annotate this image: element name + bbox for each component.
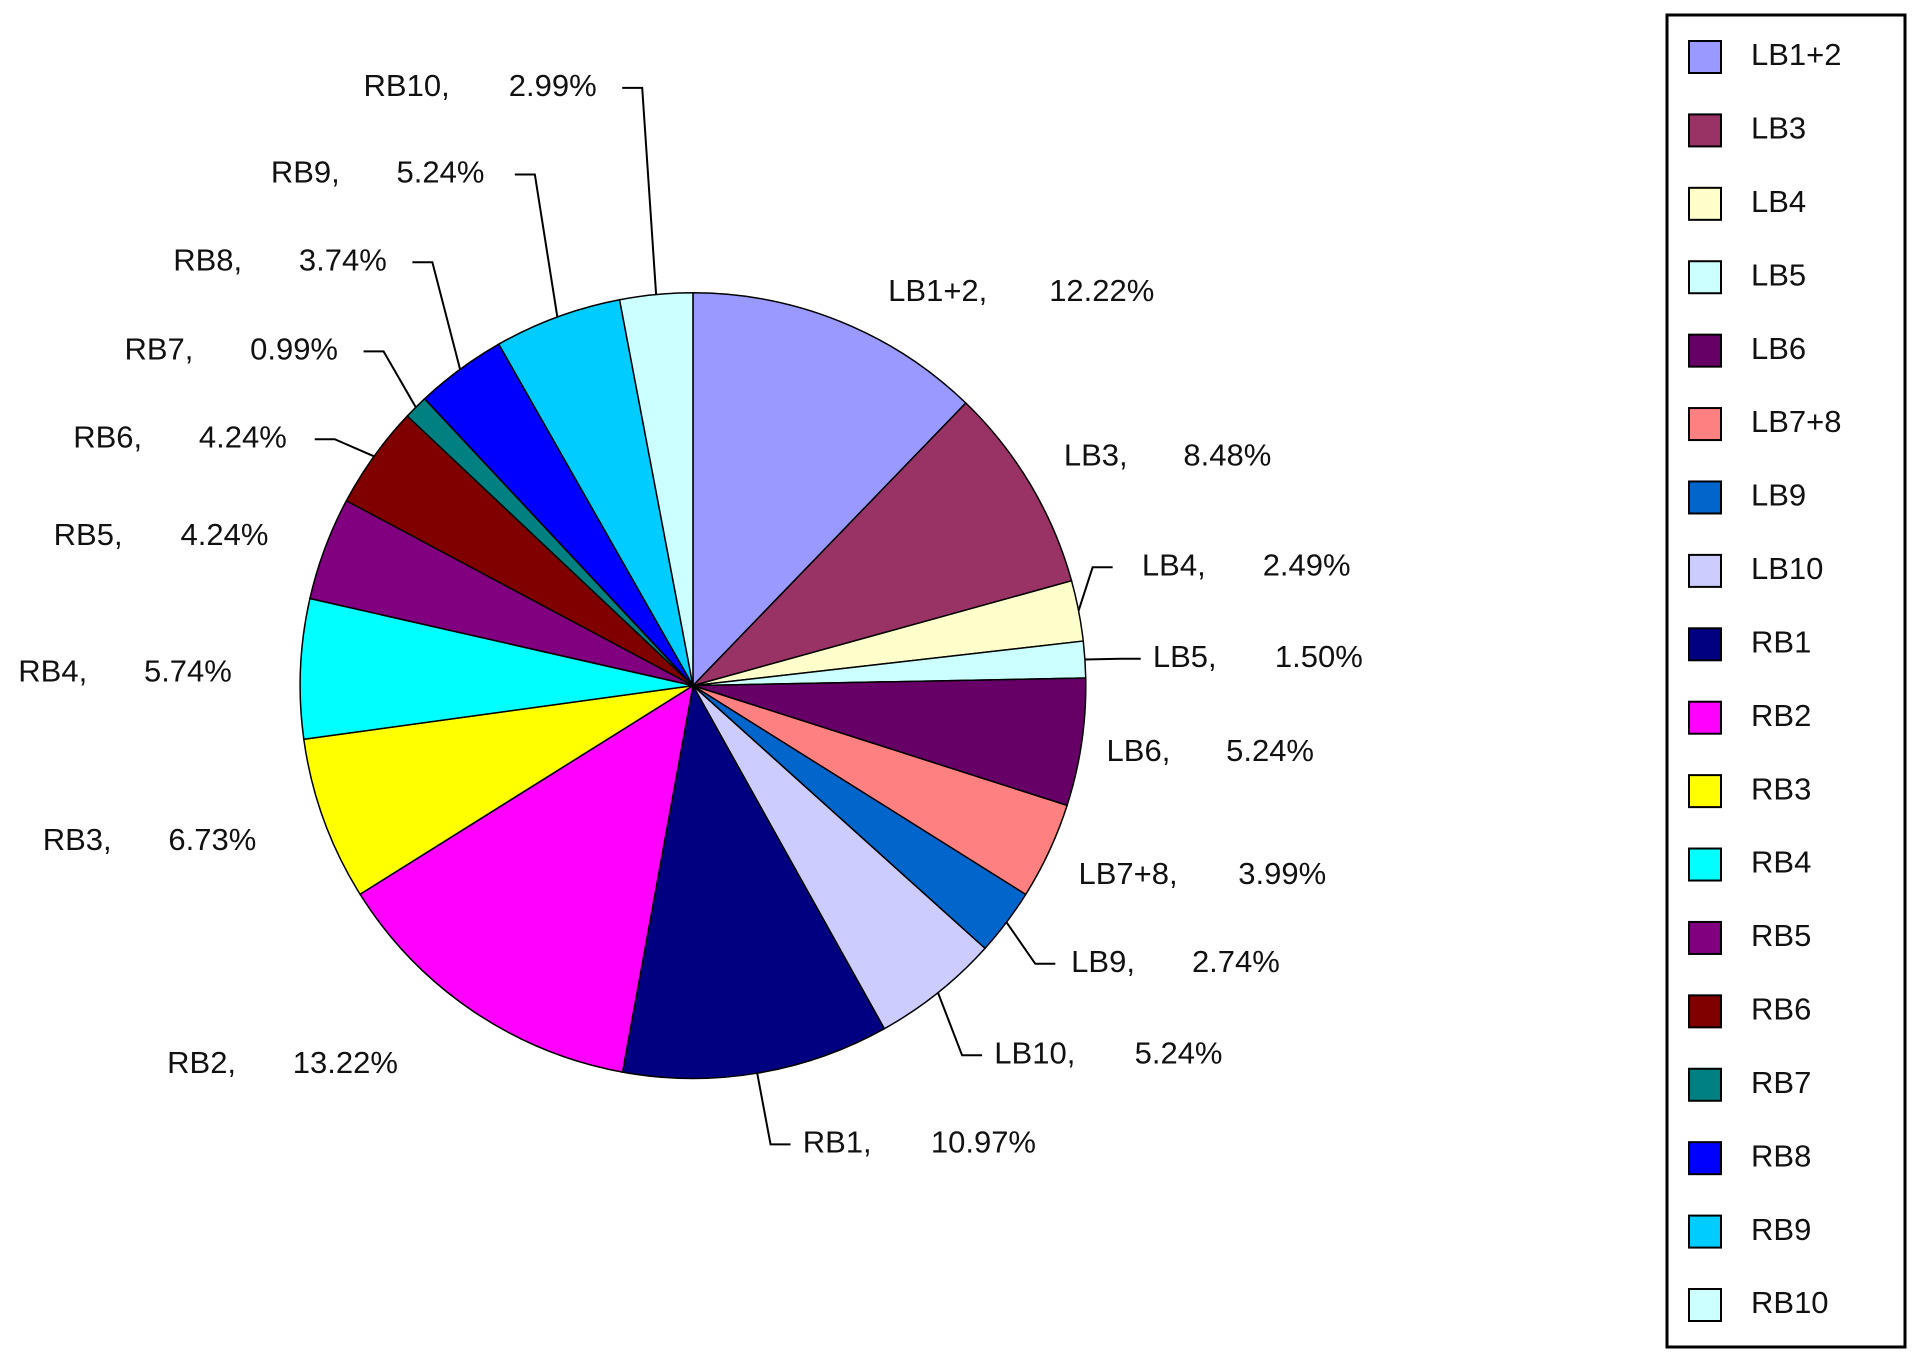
legend-box bbox=[1665, 13, 1907, 1349]
value-label: 4.24% bbox=[181, 517, 269, 552]
slice-label: RB10, bbox=[364, 68, 450, 103]
slice-label: RB7, bbox=[124, 332, 193, 367]
legend-swatch bbox=[1688, 627, 1722, 662]
legend-swatch bbox=[1688, 40, 1722, 74]
slice-label: RB4, bbox=[18, 654, 87, 689]
value-label: 5.24% bbox=[1226, 733, 1314, 768]
slice-label: LB4, bbox=[1142, 547, 1206, 582]
slice-label: LB10, bbox=[994, 1035, 1075, 1070]
legend-label: LB6 bbox=[1751, 331, 1806, 366]
value-label: 3.74% bbox=[299, 242, 387, 277]
legend-label: LB4 bbox=[1751, 184, 1806, 219]
leader-line bbox=[1084, 657, 1141, 661]
legend-swatch bbox=[1688, 553, 1722, 588]
slice-label: LB7+8, bbox=[1078, 856, 1177, 891]
slice-label: LB3, bbox=[1064, 438, 1128, 473]
value-label: 4.24% bbox=[199, 419, 287, 454]
legend-swatch bbox=[1688, 994, 1722, 1029]
slice-label: LB9, bbox=[1071, 944, 1135, 979]
value-label: 5.24% bbox=[1135, 1035, 1223, 1070]
legend-swatch bbox=[1688, 186, 1722, 221]
legend-label: LB5 bbox=[1751, 257, 1806, 292]
legend-swatch bbox=[1688, 113, 1722, 148]
legend-label: RB9 bbox=[1751, 1212, 1811, 1247]
leader-line bbox=[1005, 921, 1056, 965]
legend-swatch bbox=[1688, 920, 1722, 955]
legend-label: RB4 bbox=[1751, 845, 1811, 880]
pie-slice bbox=[621, 683, 886, 1080]
legend-swatch bbox=[1688, 847, 1722, 882]
legend-label: LB3 bbox=[1751, 111, 1806, 146]
leader-line bbox=[1077, 566, 1113, 612]
legend-label: LB9 bbox=[1751, 478, 1806, 513]
slice-label: LB1+2, bbox=[888, 273, 987, 308]
leader-line bbox=[937, 992, 983, 1057]
slice-label: RB1, bbox=[803, 1125, 872, 1160]
slice-label: RB5, bbox=[54, 517, 123, 552]
slice-label: RB8, bbox=[173, 242, 242, 277]
leader-line bbox=[412, 261, 462, 370]
slice-label: RB3, bbox=[43, 822, 112, 857]
value-label: 2.74% bbox=[1192, 944, 1280, 979]
leader-line bbox=[756, 1073, 791, 1146]
value-label: 2.99% bbox=[509, 68, 597, 103]
value-label: 8.48% bbox=[1183, 438, 1271, 473]
slice-label: LB5, bbox=[1153, 639, 1217, 674]
pie-slice bbox=[690, 401, 1073, 688]
legend-label: LB7+8 bbox=[1751, 404, 1842, 439]
legend-swatch bbox=[1688, 774, 1722, 809]
legend-swatch bbox=[1688, 407, 1722, 442]
legend-swatch bbox=[1688, 480, 1722, 515]
slice-label: RB2, bbox=[167, 1045, 236, 1080]
value-label: 1.50% bbox=[1275, 639, 1363, 674]
leader-line bbox=[622, 86, 658, 295]
legend-label: RB5 bbox=[1751, 918, 1811, 953]
slice-label: RB6, bbox=[73, 419, 142, 454]
legend-swatch bbox=[1688, 1141, 1722, 1176]
leader-line bbox=[363, 350, 417, 408]
value-label: 5.24% bbox=[397, 155, 485, 190]
legend-swatch bbox=[1688, 260, 1722, 295]
legend-label: LB1+2 bbox=[1751, 37, 1842, 72]
legend-swatch bbox=[1688, 1214, 1722, 1249]
value-label: 2.49% bbox=[1263, 547, 1351, 582]
pie-slice bbox=[692, 292, 967, 688]
legend-label: RB10 bbox=[1751, 1285, 1829, 1320]
legend-swatch bbox=[1688, 333, 1722, 368]
pie-slice bbox=[302, 684, 694, 896]
slice-label: LB6, bbox=[1107, 733, 1171, 768]
legend-swatch bbox=[1688, 1288, 1722, 1322]
legend-label: RB7 bbox=[1751, 1065, 1811, 1100]
legend-label: RB6 bbox=[1751, 992, 1811, 1027]
value-label: 6.73% bbox=[168, 822, 256, 857]
pie-slice bbox=[618, 292, 694, 686]
legend-swatch bbox=[1688, 700, 1722, 735]
legend-swatch bbox=[1688, 1067, 1722, 1102]
legend-label: RB2 bbox=[1751, 698, 1811, 733]
pie-slice bbox=[359, 684, 695, 1073]
pie-slice bbox=[299, 597, 694, 741]
leader-line bbox=[514, 173, 559, 318]
legend-label: RB8 bbox=[1751, 1138, 1811, 1173]
value-label: 10.97% bbox=[931, 1125, 1036, 1160]
value-label: 5.74% bbox=[144, 654, 232, 689]
legend-label: RB3 bbox=[1751, 771, 1811, 806]
slice-label: RB9, bbox=[271, 155, 340, 190]
value-label: 12.22% bbox=[1049, 273, 1154, 308]
leader-line bbox=[314, 438, 375, 458]
legend-label: RB1 bbox=[1751, 624, 1811, 659]
value-label: 0.99% bbox=[250, 332, 338, 367]
value-label: 3.99% bbox=[1238, 856, 1326, 891]
legend-label: LB10 bbox=[1751, 551, 1823, 586]
value-label: 13.22% bbox=[293, 1045, 398, 1080]
